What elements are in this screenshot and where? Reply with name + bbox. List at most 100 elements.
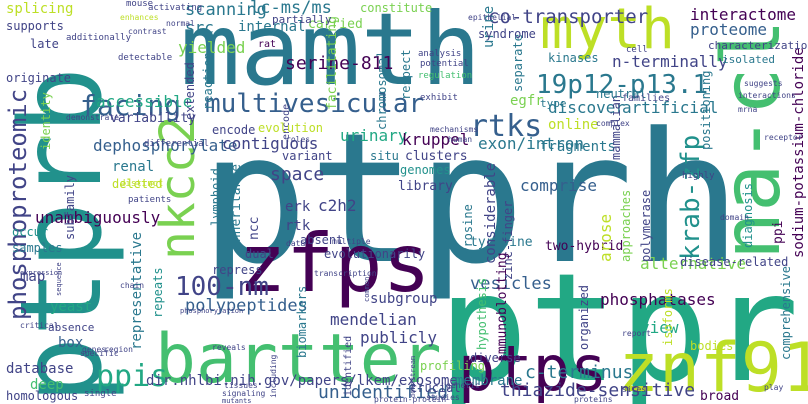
word-arose: arose	[596, 213, 615, 262]
word-n-terminally: n-terminally	[612, 52, 728, 71]
word-diverse: diverse	[470, 351, 521, 365]
word-data: data	[286, 239, 306, 248]
word-highly: highly	[682, 171, 715, 181]
word-dir-url: dir.nhlbi.nih.gov/papers/lkem/exosome	[146, 373, 458, 389]
word-variant: variant	[282, 149, 333, 163]
word-representative: representative	[129, 231, 145, 350]
word-report: report	[622, 329, 651, 338]
word-tissues: tissues	[224, 381, 258, 390]
word-co-transporter: co-transporter	[488, 6, 649, 28]
word-evolutionarily: evolutionarily	[324, 247, 426, 261]
word-chain: chain	[120, 281, 145, 290]
word-positioning: positioning	[699, 70, 713, 150]
word-supports: supports	[6, 19, 64, 33]
word-potential: potential	[420, 59, 469, 69]
word-tyrosine: tyrosine	[470, 235, 533, 250]
word-transcription: transcription	[314, 269, 377, 278]
word-tyrosine-v: tyrosine	[461, 204, 475, 262]
word-constitute: constitute	[360, 1, 433, 15]
word-two-hybrid: two-hybrid	[545, 239, 624, 254]
word-erk: erk	[285, 199, 311, 215]
word-contiguous: contiguous	[222, 134, 319, 153]
word-disease-related: disease-related	[680, 255, 789, 269]
word-genomes: genomes	[400, 163, 451, 177]
word-multiple: multiple	[332, 237, 371, 246]
word-mendelian: mendelian	[330, 310, 417, 329]
word-carried: carried	[308, 17, 363, 32]
word-cell: cell	[626, 45, 648, 55]
word-view: view	[640, 318, 679, 337]
word-evolution: evolution	[258, 121, 324, 135]
word-partially: partially	[272, 13, 332, 26]
word-yielded: yielded	[178, 38, 246, 57]
word-phosphatases: phosphatases	[600, 290, 716, 309]
word-library: library	[398, 179, 453, 194]
word-roles: roles	[286, 135, 311, 144]
word-genetic: genetic	[446, 381, 480, 390]
word-reaction: reaction	[201, 52, 215, 110]
word-mamth: mamth	[180, 0, 482, 108]
word-facilitating: facilitating	[325, 16, 340, 110]
word-profiling: profiling	[420, 359, 486, 373]
word-scanning: scanning	[185, 0, 267, 20]
word-crucial: crucial	[410, 381, 461, 395]
word-19p12: 19p12-p13.1	[536, 70, 709, 100]
word-comprise: comprise	[520, 176, 598, 195]
word-mouse: mouse	[126, 0, 154, 9]
word-egfr: egfr	[510, 93, 544, 109]
word-accessible: accessible	[96, 92, 193, 111]
word-polypeptides: polypeptides	[185, 296, 308, 316]
word-complex: complex	[596, 119, 630, 128]
word-phosphorylation: phosphorylation	[180, 307, 244, 315]
word-activating: activating	[148, 3, 203, 13]
word-internal: internal	[238, 19, 306, 35]
word-space: space	[270, 164, 325, 185]
word-c2h2: c2h2	[318, 196, 357, 215]
word-ppis: ppis	[96, 359, 169, 394]
word-identified: identified	[343, 335, 354, 396]
word-human: human	[448, 135, 473, 144]
word-region: region	[104, 345, 133, 354]
word-ncc: ncc	[247, 216, 262, 240]
word-considerable: considerable	[483, 162, 499, 264]
word-approaches: approaches	[619, 189, 633, 262]
word-critical: critical	[20, 321, 59, 330]
word-specific: specific	[80, 349, 119, 358]
word-absence: absence	[48, 321, 95, 334]
word-dual: dual	[245, 247, 274, 261]
word-map: map	[20, 269, 46, 285]
word-sequence: sequence	[55, 262, 63, 296]
word-lc-ms: lc-ms/ms	[250, 0, 332, 18]
word-lymphoid: lymphoid	[209, 168, 223, 226]
word-myth: myth	[540, 0, 675, 62]
word-c-terminus: c-terminus	[525, 362, 634, 383]
word-type: type	[540, 97, 567, 110]
word-characterization: characterization	[708, 39, 808, 52]
word-renal: renal	[112, 159, 155, 175]
word-encode: encode	[212, 123, 256, 137]
word-mechanisms: mechanisms	[430, 125, 479, 134]
word-isoforms: isoforms	[661, 288, 675, 346]
word-expression: expression	[20, 269, 63, 277]
word-dephosphorylate: dephosphorylate	[93, 136, 238, 155]
word-ppi: ppi	[771, 220, 786, 244]
word-repeats: repeats	[151, 267, 165, 318]
word-interactions: interactions	[738, 91, 796, 100]
word-originate: originate	[6, 71, 72, 85]
word-exon-intron: exon/intron	[478, 134, 584, 153]
word-ptpra: ptpra	[438, 242, 808, 404]
word-splicing: splicing	[6, 1, 74, 17]
word-receptor: receptor	[764, 133, 803, 142]
word-proteome: proteome	[690, 20, 768, 39]
word-mutants: mutants	[222, 397, 252, 404]
word-bartter: bartter	[155, 320, 442, 399]
word-box: box	[58, 335, 84, 351]
word-downstream: downstream	[409, 355, 417, 398]
word-detectable: detectable	[118, 53, 173, 63]
word-unambiguously: unambiguously	[35, 208, 161, 227]
word-artificial: artificial	[622, 98, 719, 117]
word-deep: deep	[30, 377, 64, 393]
word-domain: domain	[720, 213, 749, 222]
word-100-nm: 100-nm	[175, 272, 269, 302]
word-situ: situ	[370, 149, 399, 163]
